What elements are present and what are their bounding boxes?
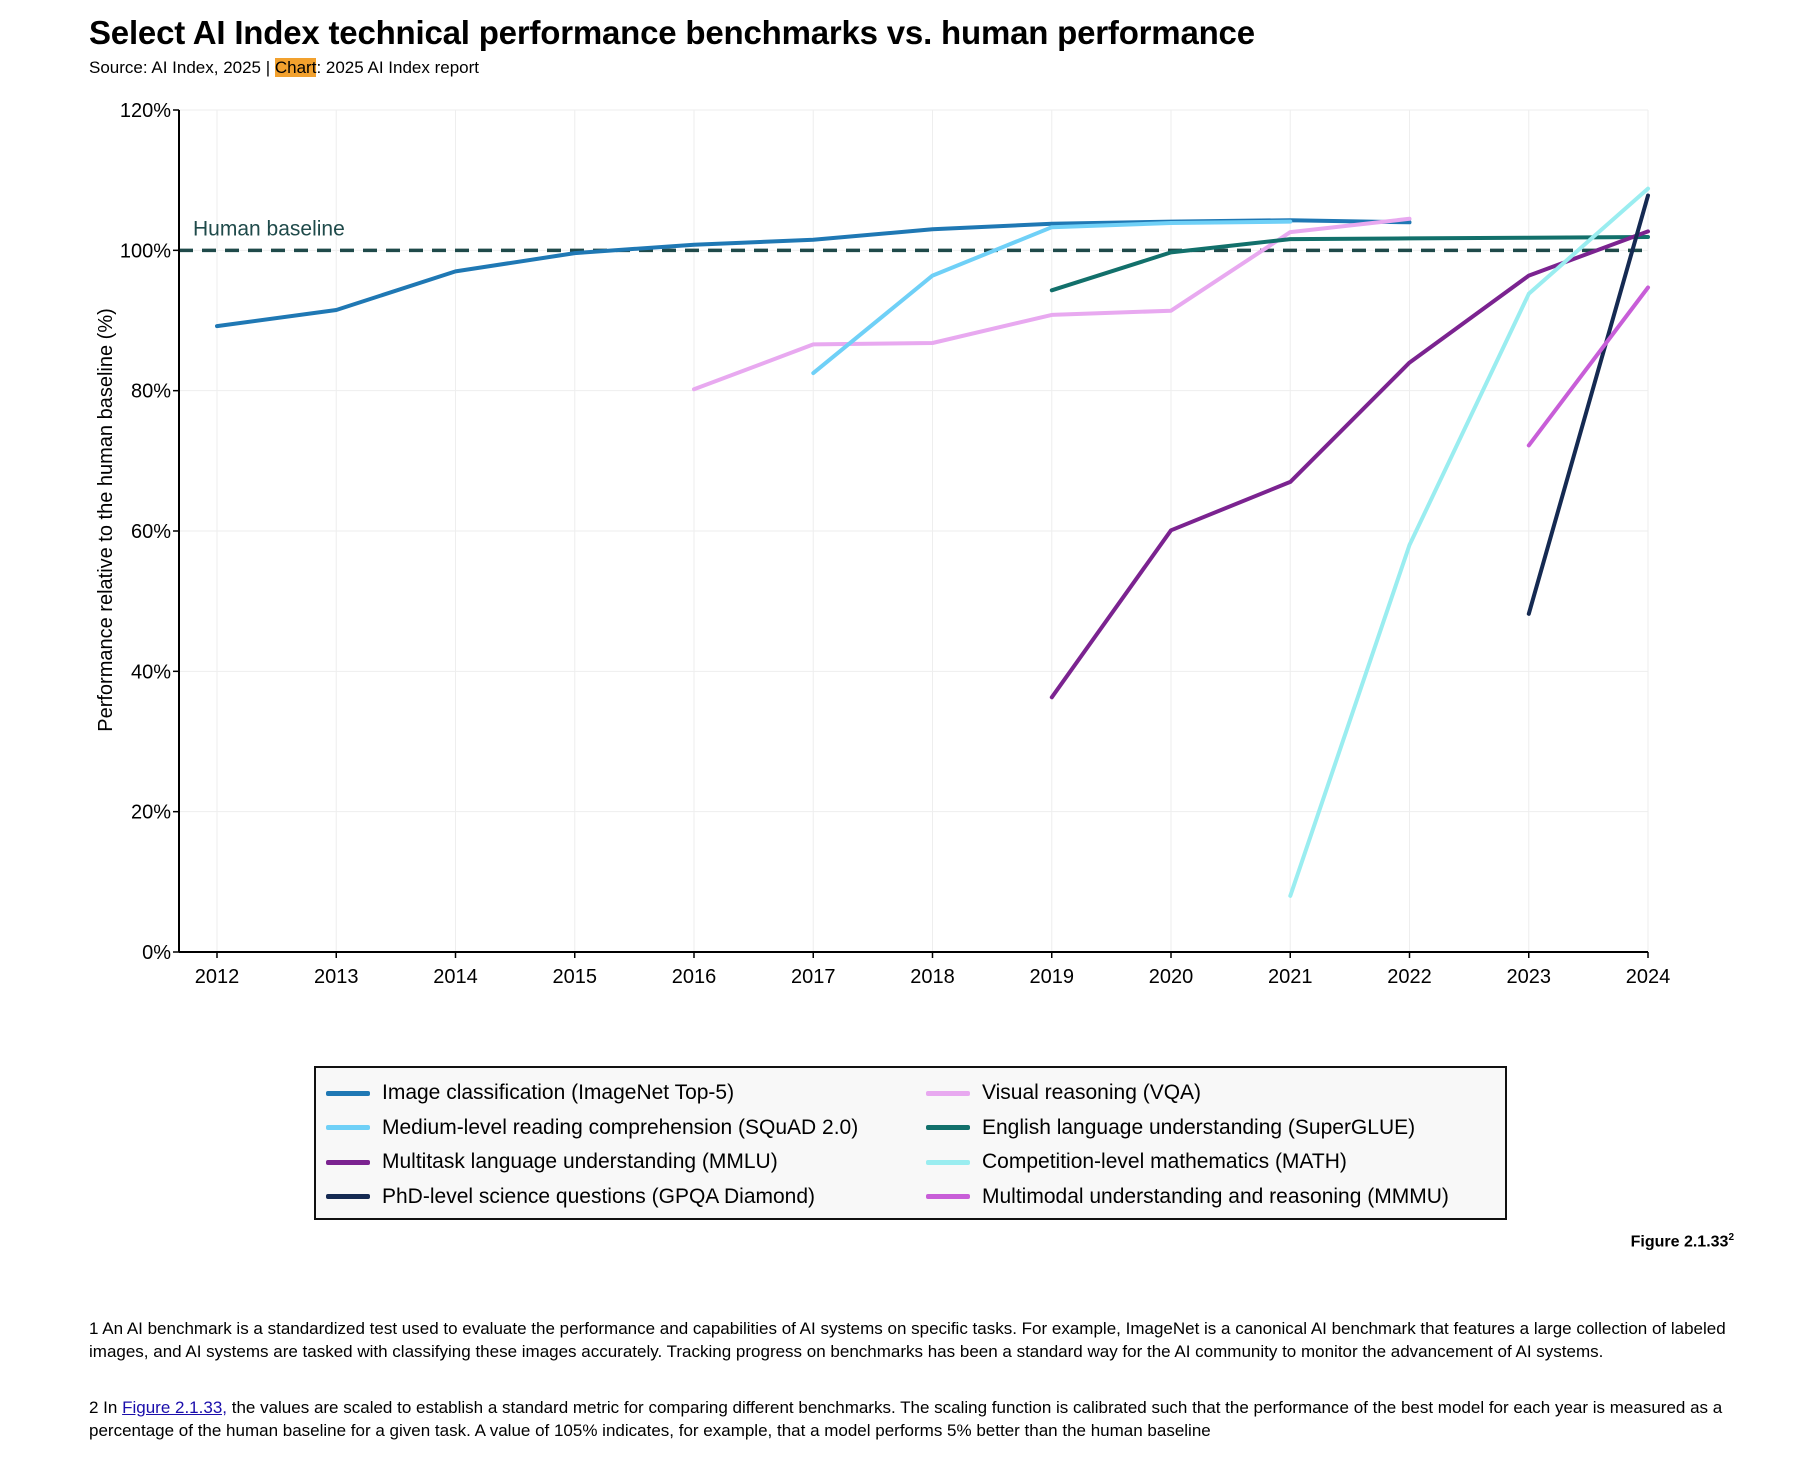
footnote-2: 2 In Figure 2.1.33, the values are scale… [89,1397,1729,1442]
x-tick-label: 2016 [672,966,717,988]
y-tick-label: 120% [120,100,171,122]
legend-label: Image classification (ImageNet Top-5) [382,1081,735,1104]
legend-label: Visual reasoning (VQA) [982,1081,1202,1104]
legend-swatch [926,1125,970,1130]
y-tick-label: 80% [131,381,171,403]
x-tick-label: 2015 [553,966,598,988]
legend-label: English language understanding (SuperGLU… [982,1115,1416,1139]
legend-swatch [326,1090,370,1096]
x-tick-label: 2020 [1149,966,1194,988]
chart-source: Source: AI Index, 2025 | Chart: 2025 AI … [89,58,479,78]
legend-item: PhD-level science questions (GPQA Diamon… [326,1180,815,1214]
legend-item: Medium-level reading comprehension (SQuA… [326,1111,858,1145]
y-tick-label: 0% [142,942,171,964]
series-line-8 [1526,285,1650,448]
legend-label: Multimodal understanding and reasoning (… [982,1184,1449,1208]
legend-item: Visual reasoning (VQA) [926,1076,1201,1110]
legend-item: Multimodal understanding and reasoning (… [926,1180,1449,1214]
human-baseline: Human baseline [179,217,1648,253]
baseline-label: Human baseline [193,217,345,240]
line-chart: Human baseline 0% 20% 40% 60% 80% 100% 120% 201… [95,100,1670,988]
source-prefix: Source: AI Index, 2025 | [89,58,275,77]
figure-link[interactable]: Figure 2.1.33, [122,1398,227,1417]
chart-series [215,186,1650,898]
chart-title: Select AI Index technical performance be… [89,14,1255,51]
chart-axes: 0% 20% 40% 60% 80% 100% 120% 2012 2013 2014 2015 20… [120,100,1670,988]
y-tick-label: 100% [120,240,171,262]
series-line-5 [1049,229,1650,700]
legend-item: Competition-level mathematics (MATH) [926,1145,1347,1179]
footnote-2-text: the values are scaled to establish a sta… [89,1398,1723,1440]
x-tick-label: 2014 [433,966,478,988]
legend-swatch [326,1125,370,1130]
y-tick-label: 60% [131,521,171,543]
series-line-6 [1288,186,1650,898]
legend-label: Medium-level reading comprehension (SQuA… [382,1115,859,1139]
series-line-3 [811,219,1293,376]
x-tick-label: 2024 [1626,966,1671,988]
legend-item: Multitask language understanding (MMLU) [326,1145,778,1179]
x-tick-label: 2017 [791,966,836,988]
legend-swatch [926,1194,970,1199]
figure-number: Figure 2.1.33 [1630,1233,1729,1251]
series-line-4 [1049,235,1650,293]
x-tick-label: 2021 [1268,966,1313,988]
series-line-7 [1526,193,1650,616]
figure-footnote-ref: 2 [1728,1232,1734,1243]
legend-swatch [326,1194,370,1199]
legend-label: Multitask language understanding (MMLU) [382,1150,778,1173]
legend-label: PhD-level science questions (GPQA Diamon… [382,1184,816,1208]
x-tick-label: 2018 [910,966,955,988]
legend-label: Competition-level mathematics (MATH) [982,1150,1347,1173]
source-highlight: Chart [274,58,317,77]
y-axis-label: Performance relative to the human baseli… [95,308,117,732]
legend-swatch [926,1090,970,1096]
legend-item: English language understanding (SuperGLU… [926,1111,1415,1145]
legend-swatch [326,1159,370,1165]
chart-legend: Image classification (ImageNet Top-5) Med… [314,1066,1507,1220]
series-line-2 [692,216,1412,392]
figure-label: Figure 2.1.332 [1631,1232,1734,1251]
y-tick-label: 20% [131,802,171,824]
footnote-1: 1 An AI benchmark is a standardized test… [89,1319,1726,1361]
x-tick-label: 2022 [1387,966,1432,988]
legend-swatch [926,1159,970,1165]
y-tick-label: 40% [131,661,171,683]
footnote-2-prefix: 2 In [89,1398,123,1417]
x-tick-label: 2023 [1507,966,1552,988]
x-tick-label: 2019 [1030,966,1075,988]
source-suffix: : 2025 AI Index report [316,58,480,77]
x-tick-label: 2012 [195,966,240,988]
x-tick-label: 2013 [314,966,359,988]
legend-item: Image classification (ImageNet Top-5) [326,1076,734,1110]
